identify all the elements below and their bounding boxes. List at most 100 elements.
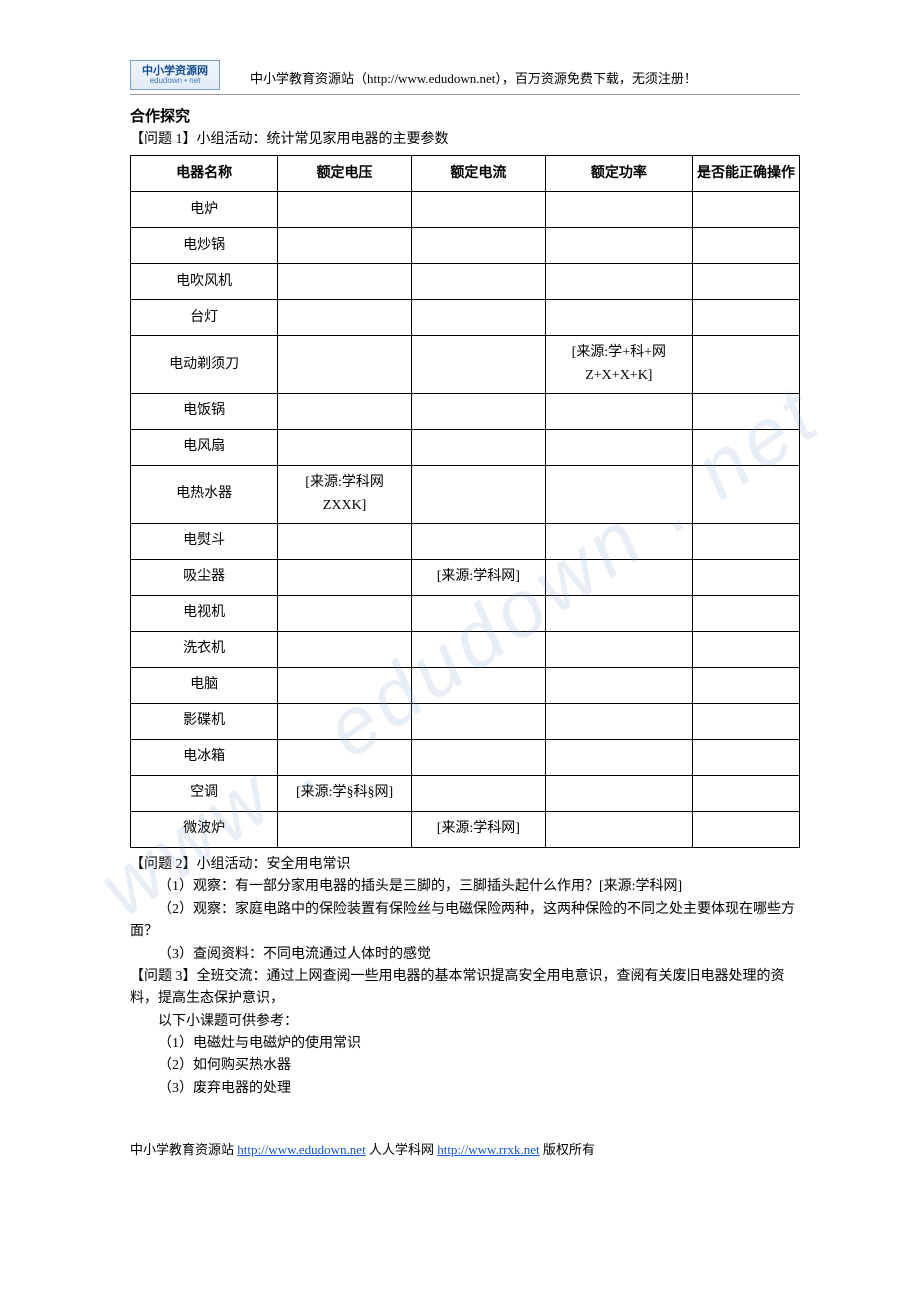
table-cell [278,430,412,466]
table-cell: 电炒锅 [131,228,278,264]
table-cell: 电炉 [131,192,278,228]
table-cell: [来源:学§科§网] [278,775,412,811]
table-cell: 电吹风机 [131,264,278,300]
table-cell [692,466,799,524]
table-cell [692,300,799,336]
table-cell [278,595,412,631]
table-cell [692,336,799,394]
table-cell [545,430,692,466]
site-logo: 中小学资源网 edudown • net [130,60,220,90]
table-row: 空调[来源:学§科§网] [131,775,800,811]
table-cell [411,300,545,336]
table-row: 电视机 [131,595,800,631]
table-cell [545,667,692,703]
table-row: 电饭锅 [131,394,800,430]
table-cell: [来源:学科网] [411,559,545,595]
table-cell [692,703,799,739]
table-row: 影碟机 [131,703,800,739]
table-cell [278,336,412,394]
table-cell [545,192,692,228]
col-power: 额定功率 [545,156,692,192]
table-cell [411,466,545,524]
footer-text-3: 版权所有 [540,1142,595,1157]
q2-item-1: （1）观察：有一部分家用电器的插头是三脚的，三脚插头起什么作用？[来源:学科网] [130,876,800,898]
question-3-label: 【问题 3】全班交流：通过上网查阅一些用电器的基本常识提高安全用电意识，查阅有关… [130,966,800,1011]
col-name: 电器名称 [131,156,278,192]
q2-item-2-text: （2）观察：家庭电路中的保险装置有保险丝与电磁保险两种，这两种保险的不同之处主要… [130,902,795,939]
table-cell: 电动剃须刀 [131,336,278,394]
table-row: 电熨斗 [131,523,800,559]
table-cell [545,394,692,430]
table-cell [692,811,799,847]
footer-link-2[interactable]: http://www.rrxk.net [437,1142,539,1157]
col-voltage: 额定电压 [278,156,412,192]
table-cell [278,739,412,775]
table-cell [692,228,799,264]
table-cell [545,703,692,739]
footer-link-1[interactable]: http://www.edudown.net [237,1142,365,1157]
table-cell: 电视机 [131,595,278,631]
table-cell [545,559,692,595]
table-cell [692,559,799,595]
table-cell [411,228,545,264]
table-cell [411,703,545,739]
table-cell: 台灯 [131,300,278,336]
question-2-label: 【问题 2】小组活动：安全用电常识 [130,854,800,876]
table-cell: 影碟机 [131,703,278,739]
table-cell [278,559,412,595]
table-row: 洗衣机 [131,631,800,667]
table-cell [545,595,692,631]
section-title: 合作探究 [130,105,800,129]
table-cell [692,739,799,775]
table-row: 电动剃须刀 [来源:学+科+网 Z+X+X+K] [131,336,800,394]
header-text: 中小学教育资源站（http://www.edudown.net），百万资源免费下… [250,69,697,90]
logo-line2: edudown • net [150,77,201,86]
q2-item-2: （2）观察：家庭电路中的保险装置有保险丝与电磁保险两种，这两种保险的不同之处主要… [130,899,800,944]
table-header-row: 电器名称 额定电压 额定电流 额定功率 是否能正确操作 [131,156,800,192]
table-cell: 电饭锅 [131,394,278,430]
appliance-table: 电器名称 额定电压 额定电流 额定功率 是否能正确操作 电炉电炒锅电吹风机台灯电… [130,155,800,848]
table-cell: 空调 [131,775,278,811]
table-cell [692,264,799,300]
logo-line1: 中小学资源网 [142,65,208,77]
table-cell [411,595,545,631]
table-row: 电冰箱 [131,739,800,775]
table-cell [545,466,692,524]
table-cell: [来源:学+科+网 Z+X+X+K] [545,336,692,394]
table-cell: 电热水器 [131,466,278,524]
table-cell [411,192,545,228]
table-cell [278,703,412,739]
table-cell [545,300,692,336]
table-cell [411,739,545,775]
table-cell: 电熨斗 [131,523,278,559]
table-cell [278,192,412,228]
table-cell [278,523,412,559]
table-row: 台灯 [131,300,800,336]
footer-text-2: 人人学科网 [366,1142,438,1157]
q3-item-2: （2）如何购买热水器 [130,1055,800,1077]
table-cell [278,228,412,264]
table-cell [278,264,412,300]
table-cell [411,667,545,703]
table-row: 电吹风机 [131,264,800,300]
table-cell [692,430,799,466]
table-cell: 吸尘器 [131,559,278,595]
table-cell [545,631,692,667]
table-cell [411,775,545,811]
table-cell [278,394,412,430]
table-cell [411,430,545,466]
table-cell: 电风扇 [131,430,278,466]
q2-item-3: （3）查阅资料：不同电流通过人体时的感觉 [130,944,800,966]
table-row: 电炉 [131,192,800,228]
table-cell [278,667,412,703]
table-cell: [来源:学科网] [411,811,545,847]
table-cell [278,631,412,667]
table-cell [692,631,799,667]
table-cell [278,811,412,847]
page-header: 中小学资源网 edudown • net 中小学教育资源站（http://www… [130,60,800,95]
table-cell: 电脑 [131,667,278,703]
table-row: 电风扇 [131,430,800,466]
q3-item-3: （3）废弃电器的处理 [130,1078,800,1100]
q3-lead: 以下小课题可供参考： [130,1011,800,1033]
table-cell [411,394,545,430]
